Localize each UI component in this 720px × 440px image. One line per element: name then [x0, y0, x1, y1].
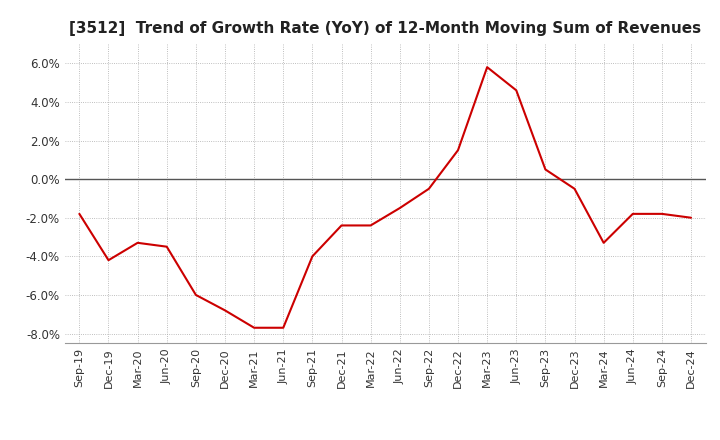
- Title: [3512]  Trend of Growth Rate (YoY) of 12-Month Moving Sum of Revenues: [3512] Trend of Growth Rate (YoY) of 12-…: [69, 21, 701, 36]
